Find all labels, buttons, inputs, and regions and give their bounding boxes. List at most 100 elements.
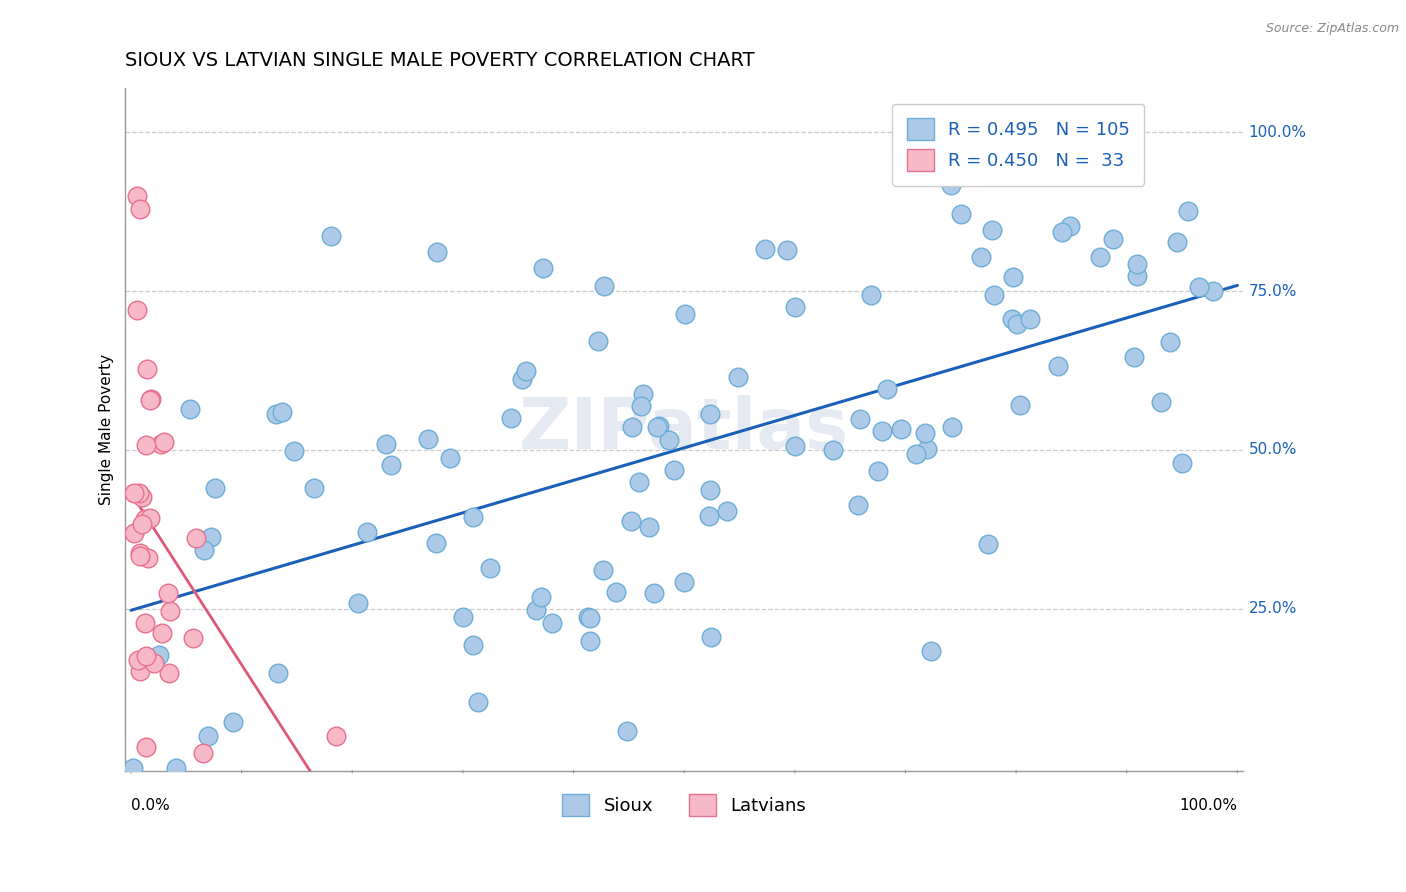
Sioux	[627, 475, 650, 490]
Sioux	[643, 586, 665, 600]
Sioux	[592, 563, 614, 577]
Sioux	[1126, 257, 1149, 271]
Sioux	[939, 178, 962, 193]
Sioux	[579, 633, 602, 648]
Sioux	[374, 437, 396, 451]
Latvians	[124, 526, 146, 541]
Sioux	[588, 334, 610, 349]
Text: 100.0%: 100.0%	[1249, 125, 1306, 140]
Sioux	[616, 723, 638, 738]
Latvians	[135, 438, 157, 452]
Sioux	[346, 596, 368, 610]
Text: 75.0%: 75.0%	[1249, 284, 1296, 299]
Latvians	[128, 486, 150, 500]
Sioux	[222, 714, 245, 729]
Latvians	[138, 510, 160, 524]
Sioux	[1047, 359, 1070, 373]
Latvians	[181, 631, 204, 645]
Text: 25.0%: 25.0%	[1249, 601, 1296, 616]
Sioux	[510, 372, 533, 386]
Sioux	[647, 420, 669, 434]
Sioux	[264, 407, 287, 421]
Sioux	[579, 610, 602, 624]
Sioux	[637, 520, 659, 534]
Sioux	[675, 307, 697, 321]
Sioux	[467, 695, 489, 709]
Sioux	[453, 610, 475, 624]
Sioux	[1019, 311, 1042, 326]
Sioux	[699, 483, 721, 497]
Sioux	[193, 543, 215, 558]
Sioux	[876, 383, 898, 397]
Sioux	[1101, 232, 1123, 246]
Sioux	[267, 666, 290, 681]
Text: ZIPatlas: ZIPatlas	[519, 395, 849, 464]
Latvians	[156, 586, 179, 600]
Sioux	[200, 530, 222, 544]
Sioux	[426, 244, 449, 259]
Sioux	[890, 422, 912, 436]
Latvians	[141, 392, 163, 406]
Latvians	[125, 303, 148, 318]
Sioux	[356, 524, 378, 539]
Sioux	[1050, 225, 1073, 239]
Sioux	[673, 574, 696, 589]
Text: SIOUX VS LATVIAN SINGLE MALE POVERTY CORRELATION CHART: SIOUX VS LATVIAN SINGLE MALE POVERTY COR…	[125, 51, 755, 70]
Latvians	[134, 615, 156, 630]
Latvians	[131, 517, 153, 532]
Sioux	[700, 630, 723, 644]
Sioux	[1088, 250, 1111, 264]
Sioux	[1122, 350, 1144, 364]
Text: 0.0%: 0.0%	[131, 798, 170, 814]
Sioux	[849, 411, 872, 425]
Sioux	[657, 433, 679, 447]
Y-axis label: Single Male Poverty: Single Male Poverty	[100, 354, 114, 505]
Sioux	[981, 223, 1004, 237]
Text: Source: ZipAtlas.com: Source: ZipAtlas.com	[1265, 22, 1399, 36]
Sioux	[478, 561, 501, 575]
Sioux	[633, 387, 655, 401]
Sioux	[179, 402, 201, 417]
Sioux	[904, 447, 927, 461]
Latvians	[325, 729, 347, 743]
Sioux	[439, 450, 461, 465]
Sioux	[775, 243, 797, 257]
Sioux	[821, 443, 844, 458]
Latvians	[128, 202, 150, 216]
Latvians	[149, 437, 172, 451]
Latvians	[157, 665, 180, 680]
Sioux	[1005, 317, 1028, 331]
Sioux	[1059, 219, 1081, 234]
Sioux	[970, 250, 993, 264]
Sioux	[941, 420, 963, 434]
Sioux	[416, 432, 439, 446]
Sioux	[524, 603, 547, 617]
Sioux	[1177, 204, 1199, 219]
Latvians	[142, 657, 165, 671]
Sioux	[576, 610, 599, 624]
Latvians	[134, 512, 156, 526]
Sioux	[860, 288, 883, 302]
Sioux	[1202, 284, 1225, 298]
Sioux	[1126, 268, 1149, 283]
Sioux	[920, 644, 942, 658]
Sioux	[1001, 311, 1024, 326]
Legend: Sioux, Latvians: Sioux, Latvians	[555, 787, 814, 823]
Sioux	[605, 585, 627, 599]
Sioux	[754, 242, 776, 256]
Sioux	[530, 590, 553, 604]
Latvians	[122, 486, 145, 500]
Sioux	[1171, 456, 1194, 470]
Sioux	[915, 442, 938, 456]
Sioux	[950, 207, 973, 221]
Sioux	[1166, 235, 1188, 250]
Latvians	[135, 740, 157, 755]
Sioux	[461, 509, 484, 524]
Latvians	[128, 664, 150, 678]
Sioux	[515, 364, 537, 378]
Latvians	[125, 189, 148, 203]
Sioux	[716, 504, 738, 518]
Sioux	[846, 498, 869, 512]
Sioux	[866, 464, 889, 478]
Latvians	[139, 392, 162, 407]
